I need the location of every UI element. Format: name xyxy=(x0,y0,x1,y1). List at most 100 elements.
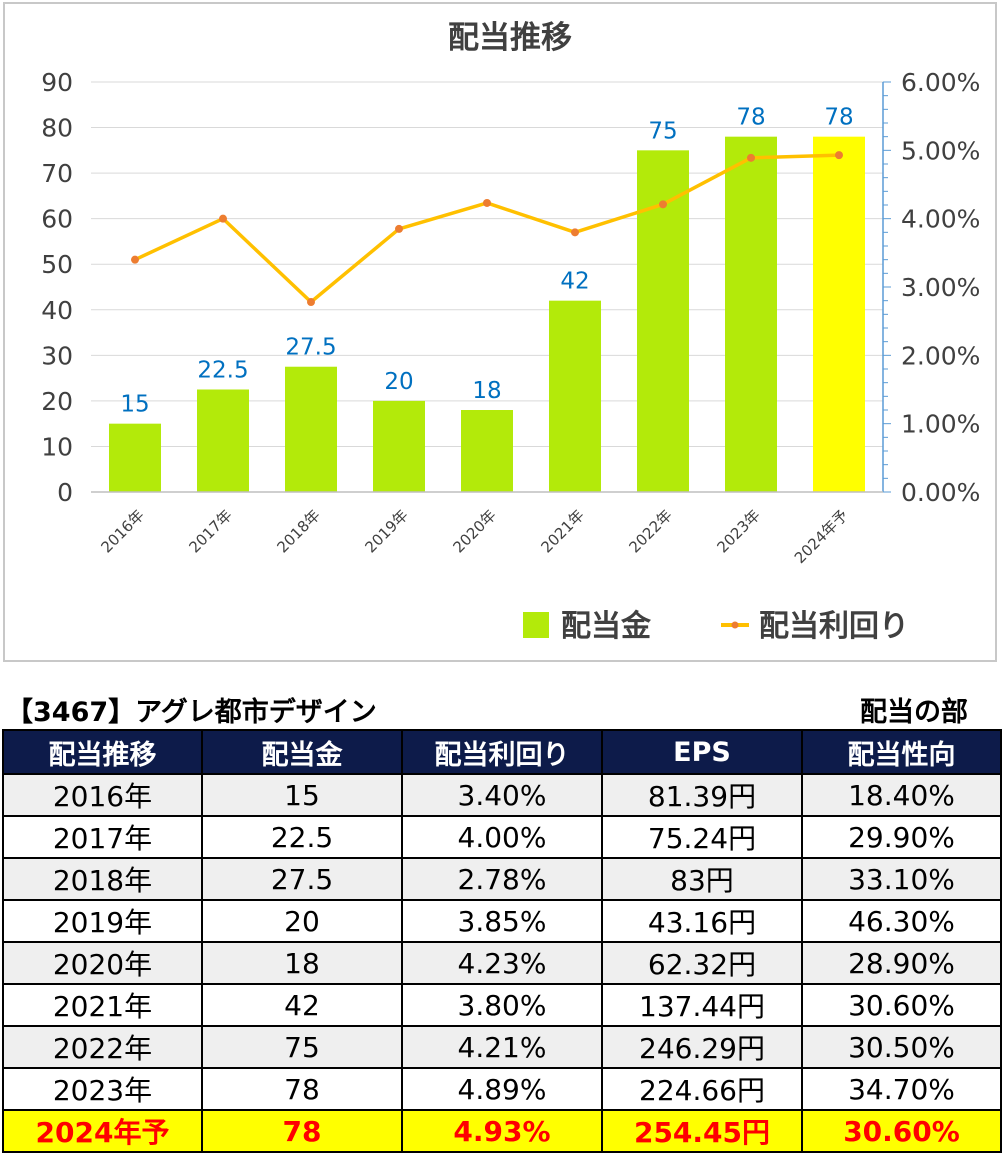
chart-title: 配当推移 xyxy=(448,20,572,56)
table-row: 2021年 42 3.80% 137.44円 30.60% xyxy=(2,983,1002,1027)
yield-point xyxy=(307,298,315,307)
chart-legend: 配当金 配当利回り xyxy=(523,609,909,644)
table-cell: 42 xyxy=(201,983,403,1027)
data-label: 20 xyxy=(384,369,413,395)
data-label: 27.5 xyxy=(285,335,336,361)
legend-swatch-dividend xyxy=(523,612,549,638)
table-cell: 22.5 xyxy=(201,815,403,859)
table-cell: 2016年 xyxy=(2,773,203,817)
x-tick-label: 2021年 xyxy=(537,506,587,556)
table-cell: 30.60% xyxy=(801,983,1002,1027)
table-cell: 75 xyxy=(201,1025,403,1069)
table-header-cell: 配当推移 xyxy=(2,729,203,775)
table-cell: 2021年 xyxy=(2,983,203,1027)
yield-point xyxy=(131,255,139,264)
table-cell: 224.66円 xyxy=(601,1067,803,1111)
y-tick-label: 70 xyxy=(41,159,73,188)
table-cell: 27.5 xyxy=(201,857,403,901)
yield-point xyxy=(659,200,667,209)
table-cell: 246.29円 xyxy=(601,1025,803,1069)
table-cell: 18.40% xyxy=(801,773,1002,817)
data-label: 78 xyxy=(824,105,853,131)
bar xyxy=(373,400,425,492)
table-cell: 29.90% xyxy=(801,815,1002,859)
x-tick-label: 2024年予 xyxy=(791,506,852,567)
table-header-cell: EPS xyxy=(601,729,803,775)
table-row: 2019年 20 3.85% 43.16円 46.30% xyxy=(2,899,1002,943)
legend-marker-yield xyxy=(731,621,739,629)
table-cell: 43.16円 xyxy=(601,899,803,943)
x-tick-label: 2017年 xyxy=(185,506,235,556)
data-label: 15 xyxy=(120,392,149,418)
table-cell: 4.23% xyxy=(401,941,603,985)
dividend-table: 配当推移 配当金 配当利回り EPS 配当性向 2016年 15 3.40% 81.39円 18… xyxy=(2,729,1002,1153)
table-row: 2018年 27.5 2.78% 83円 33.10% xyxy=(2,857,1002,901)
table-cell: 30.50% xyxy=(801,1025,1002,1069)
table-cell: 2.78% xyxy=(401,857,603,901)
data-label: 75 xyxy=(648,118,677,144)
data-label: 78 xyxy=(736,105,765,131)
table-cell: 3.85% xyxy=(401,899,603,943)
y-tick-label: 60 xyxy=(41,205,73,234)
yield-point xyxy=(571,228,579,237)
table-cell: 18 xyxy=(201,941,403,985)
legend-label-yield: 配当利回り xyxy=(759,609,909,644)
bar xyxy=(461,410,513,492)
table-cell: 15 xyxy=(201,773,403,817)
table-row: 2024年予 78 4.93% 254.45円 30.60% xyxy=(2,1109,1002,1153)
y2-tick-label: 5.00% xyxy=(901,136,980,165)
data-label: 22.5 xyxy=(197,358,248,384)
table-cell: 2022年 xyxy=(2,1025,203,1069)
table-cell: 2023年 xyxy=(2,1067,203,1111)
yield-point xyxy=(747,153,755,162)
table-cell: 137.44円 xyxy=(601,983,803,1027)
y2-tick-label: 3.00% xyxy=(901,273,980,302)
bar xyxy=(285,366,337,492)
table-cell: 4.21% xyxy=(401,1025,603,1069)
table-cell: 3.80% xyxy=(401,983,603,1027)
table-header-row: 配当推移 配当金 配当利回り EPS 配当性向 xyxy=(2,729,1002,775)
x-tick-label: 2020年 xyxy=(449,506,499,556)
table-cell: 30.60% xyxy=(801,1109,1002,1153)
y-tick-label: 10 xyxy=(41,432,73,461)
table-cell: 3.40% xyxy=(401,773,603,817)
yield-point xyxy=(395,224,403,233)
table-cell: 62.32円 xyxy=(601,941,803,985)
y2-tick-label: 0.00% xyxy=(901,478,980,507)
bar xyxy=(549,300,601,492)
y-tick-label: 40 xyxy=(41,296,73,325)
table-cell: 20 xyxy=(201,899,403,943)
y-tick-label: 0 xyxy=(57,478,73,507)
table-cell: 2020年 xyxy=(2,941,203,985)
dividend-chart: 配当推移 15 22.5 27.5 20 18 42 75 78 78 0 10 20 30 40 50 6… xyxy=(41,20,980,644)
table-cell: 34.70% xyxy=(801,1067,1002,1111)
table-header-cell: 配当利回り xyxy=(401,729,603,775)
yield-point xyxy=(483,198,491,207)
legend-label-dividend: 配当金 xyxy=(561,609,652,644)
bar xyxy=(197,389,249,492)
table-cell: 81.39円 xyxy=(601,773,803,817)
table-row: 2020年 18 4.23% 62.32円 28.90% xyxy=(2,941,1002,985)
table-header-cell: 配当性向 xyxy=(801,729,1002,775)
table-cell: 28.90% xyxy=(801,941,1002,985)
table-cell: 4.89% xyxy=(401,1067,603,1111)
bar xyxy=(813,136,865,492)
table-row: 2022年 75 4.21% 246.29円 30.50% xyxy=(2,1025,1002,1069)
x-tick-label: 2018年 xyxy=(273,506,323,556)
y2-tick-label: 4.00% xyxy=(901,205,980,234)
table-cell: 78 xyxy=(201,1109,403,1153)
section-label: 配当の部 xyxy=(860,697,968,728)
table-cell: 4.00% xyxy=(401,815,603,859)
table-cell: 78 xyxy=(201,1067,403,1111)
table-row: 2023年 78 4.89% 224.66円 34.70% xyxy=(2,1067,1002,1111)
y-tick-label: 80 xyxy=(41,114,73,143)
data-label: 42 xyxy=(560,269,589,295)
company-title: 【3467】アグレ都市デザイン xyxy=(6,697,377,728)
table-cell: 2024年予 xyxy=(2,1109,203,1153)
y-tick-label: 50 xyxy=(41,250,73,279)
table-cell: 2018年 xyxy=(2,857,203,901)
table-row: 2017年 22.5 4.00% 75.24円 29.90% xyxy=(2,815,1002,859)
table-cell: 2017年 xyxy=(2,815,203,859)
table-cell: 4.93% xyxy=(401,1109,603,1153)
x-tick-label: 2023年 xyxy=(713,506,763,556)
